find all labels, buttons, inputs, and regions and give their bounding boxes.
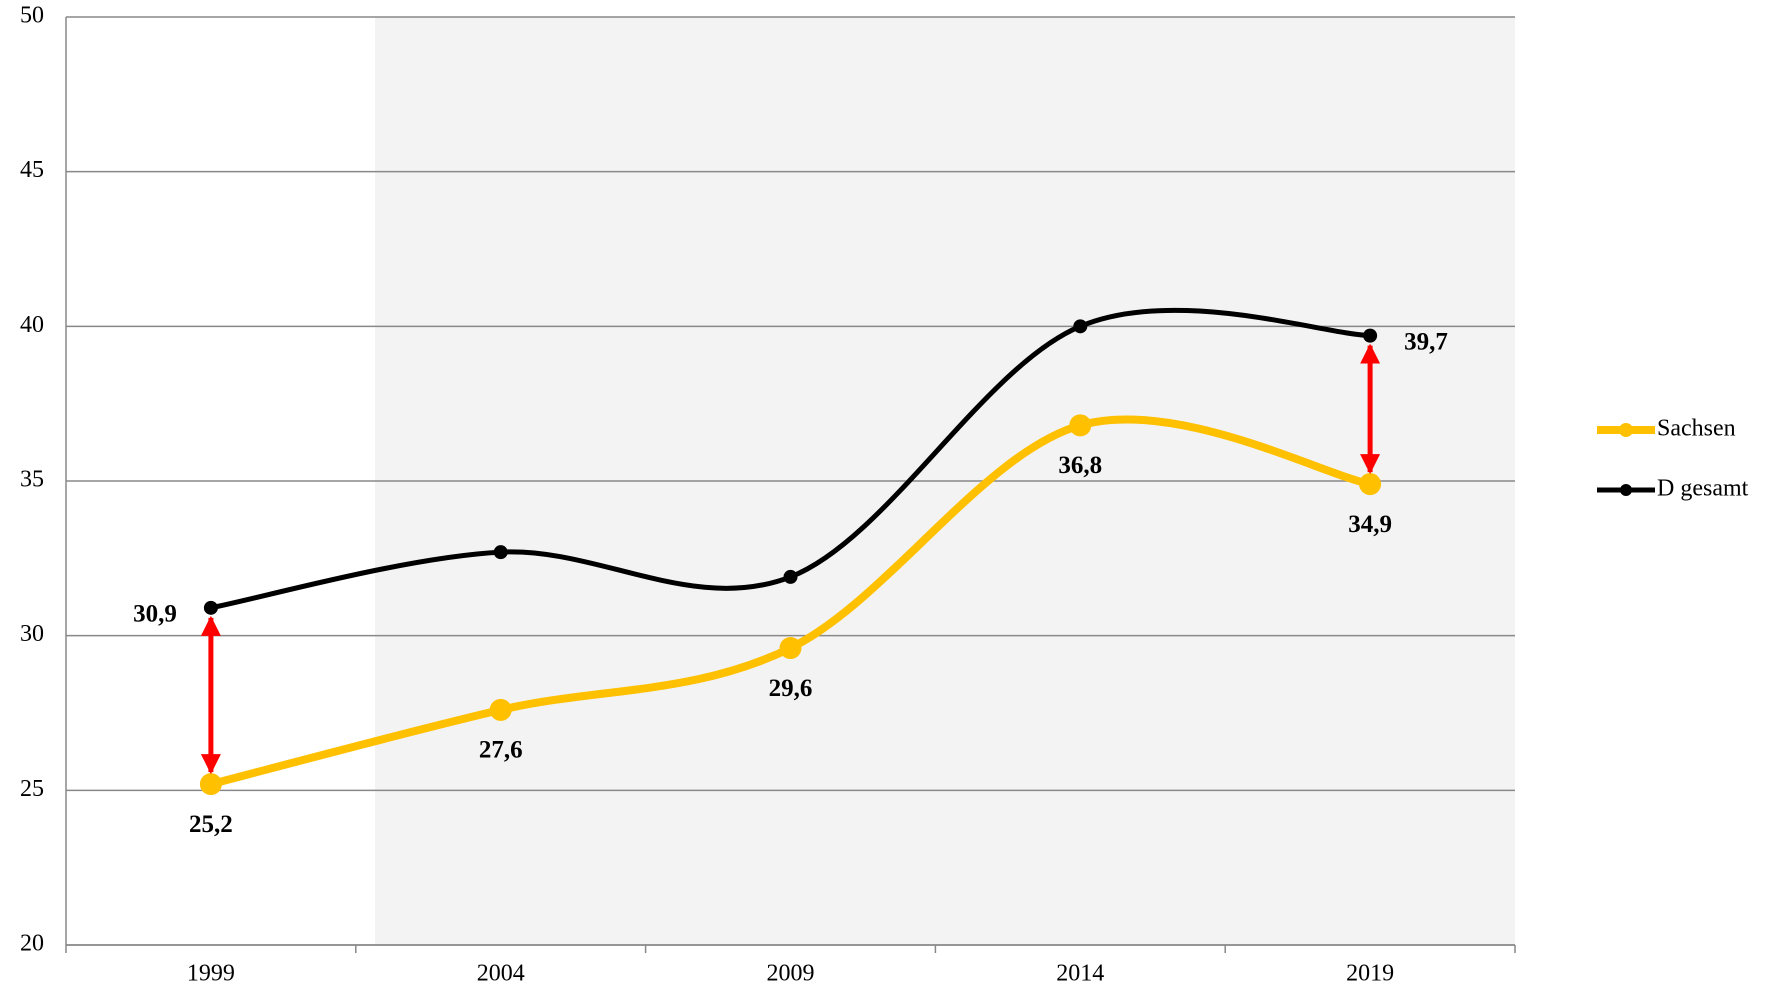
x-tick-label: 1999 xyxy=(187,961,235,987)
data-label: 30,9 xyxy=(133,601,177,628)
x-tick-label: 2014 xyxy=(1056,961,1104,987)
point xyxy=(1073,319,1088,334)
legend-marker xyxy=(1620,484,1632,496)
data-label: 34,9 xyxy=(1348,511,1392,538)
legend-label: Sachsen xyxy=(1657,416,1736,442)
x-tick-label: 2004 xyxy=(477,961,525,987)
y-tick-label: 20 xyxy=(20,931,44,957)
data-label: 27,6 xyxy=(479,737,523,764)
point xyxy=(489,698,512,721)
y-tick-label: 30 xyxy=(20,621,44,647)
legend-label: D gesamt xyxy=(1657,476,1749,502)
point xyxy=(1069,414,1092,437)
legend-marker xyxy=(1619,423,1633,437)
series-line xyxy=(210,307,1371,611)
point xyxy=(199,773,222,796)
point xyxy=(1359,473,1382,496)
point xyxy=(493,545,508,560)
data-label: 36,8 xyxy=(1058,452,1102,479)
point xyxy=(203,600,218,615)
point xyxy=(779,637,802,660)
point xyxy=(783,569,798,584)
x-tick-label: 2009 xyxy=(767,961,815,987)
y-tick-label: 35 xyxy=(20,467,44,493)
data-label: 25,2 xyxy=(189,811,233,838)
data-label: 29,6 xyxy=(769,675,813,702)
y-tick-label: 40 xyxy=(20,312,44,338)
y-tick-label: 50 xyxy=(20,3,44,29)
x-tick-label: 2019 xyxy=(1346,961,1394,987)
point xyxy=(1363,328,1378,343)
y-tick-label: 45 xyxy=(20,157,44,183)
data-label: 39,7 xyxy=(1404,328,1448,355)
y-tick-label: 25 xyxy=(20,776,44,802)
